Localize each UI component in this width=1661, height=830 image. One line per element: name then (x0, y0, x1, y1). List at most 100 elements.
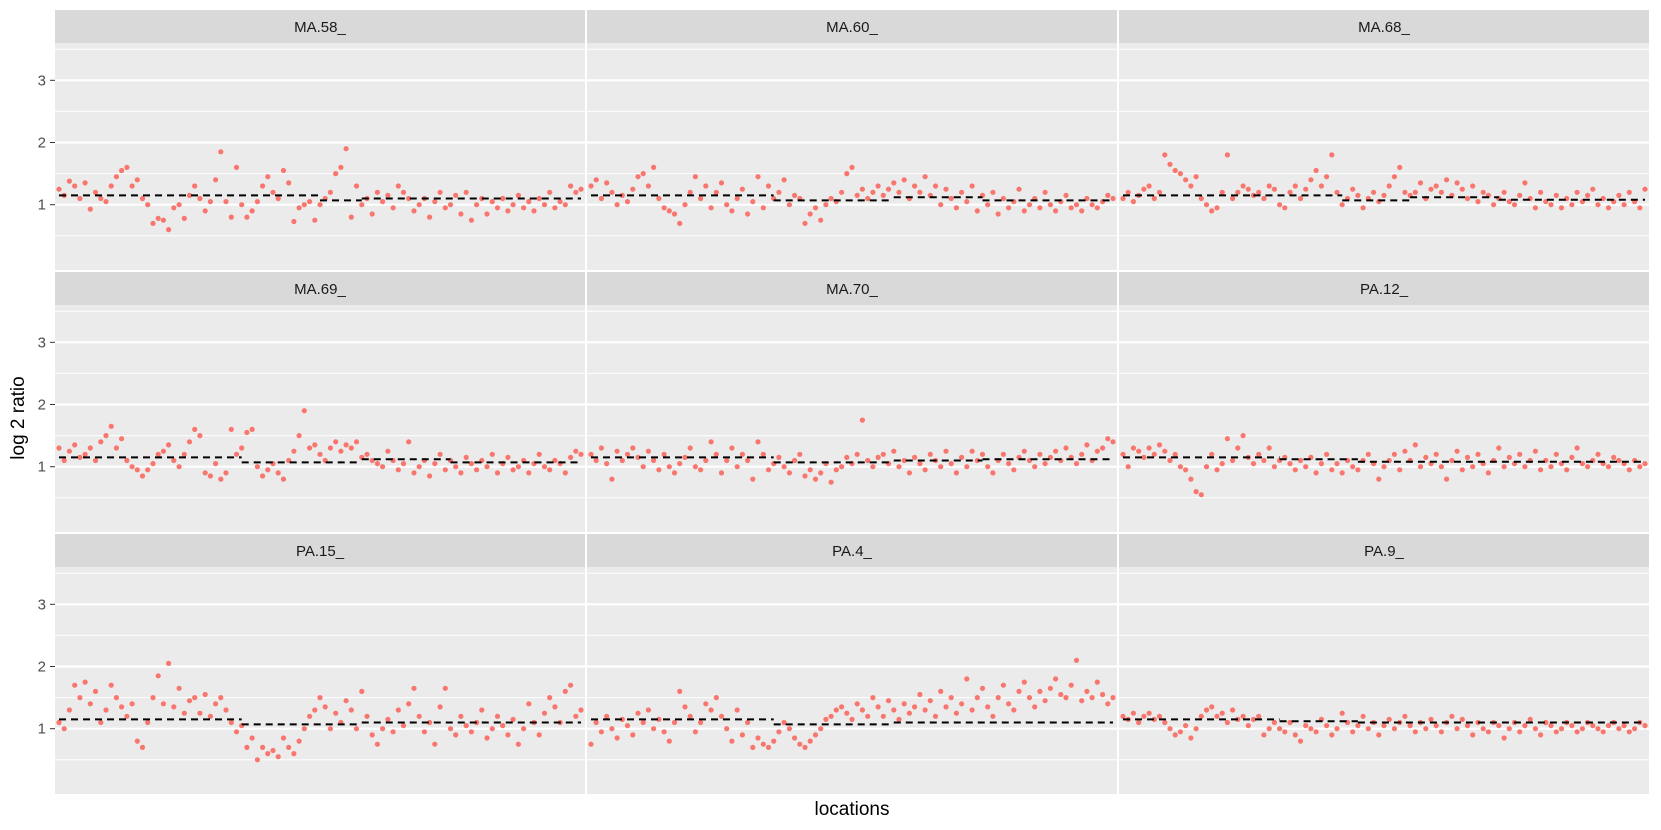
data-point (901, 457, 907, 464)
data-point (1079, 451, 1085, 457)
data-point (1188, 476, 1194, 482)
data-point (1156, 189, 1163, 195)
data-point (718, 470, 725, 476)
facet-strip (587, 10, 1117, 43)
data-point (891, 180, 897, 186)
data-point (948, 695, 954, 701)
data-point (270, 189, 276, 195)
data-point (160, 217, 166, 223)
data-point (333, 439, 339, 445)
data-point (1501, 735, 1507, 741)
data-point (1068, 682, 1074, 688)
data-point (510, 202, 516, 208)
data-point (1428, 186, 1434, 192)
data-point (103, 707, 109, 713)
data-point (776, 189, 782, 195)
data-point (671, 211, 678, 217)
data-point (333, 710, 339, 716)
data-point (573, 713, 579, 719)
data-point (656, 716, 662, 723)
data-point (1141, 713, 1147, 719)
data-point (917, 691, 923, 698)
data-point (192, 183, 198, 189)
data-point (1569, 202, 1575, 208)
data-point (802, 744, 808, 751)
facet-panel: MA.69_ (55, 272, 585, 532)
data-point (656, 467, 662, 473)
data-point (755, 439, 761, 445)
data-point (77, 454, 83, 460)
data-point (453, 732, 459, 738)
data-point (119, 167, 125, 174)
data-point (1011, 707, 1017, 713)
data-point (249, 735, 255, 741)
data-point (1271, 719, 1277, 726)
data-point (505, 732, 511, 738)
data-point (1188, 735, 1194, 741)
data-point (77, 695, 83, 701)
data-point (677, 461, 683, 467)
data-point (1209, 451, 1215, 457)
data-point (750, 199, 756, 205)
data-point (192, 695, 198, 701)
data-point (260, 744, 266, 751)
data-point (786, 202, 793, 208)
data-point (1214, 205, 1220, 211)
data-point (828, 713, 834, 719)
data-point (651, 457, 657, 464)
data-point (1006, 205, 1012, 211)
data-point (197, 433, 203, 439)
data-point (218, 695, 224, 701)
data-point (474, 202, 480, 208)
data-point (343, 146, 349, 152)
data-point (510, 467, 516, 473)
data-point (56, 719, 62, 726)
data-point (1605, 723, 1612, 729)
data-point (395, 183, 401, 189)
data-point (1600, 195, 1606, 202)
data-point (307, 199, 313, 205)
data-point (139, 744, 146, 751)
data-point (1136, 719, 1142, 726)
data-point (828, 479, 834, 485)
data-point (1616, 726, 1622, 732)
data-point (1063, 445, 1069, 451)
data-point (938, 202, 944, 208)
data-point (839, 464, 845, 470)
data-point (1376, 476, 1382, 482)
data-point (1464, 195, 1471, 202)
data-point (1282, 205, 1288, 211)
data-point (1501, 464, 1507, 470)
data-point (1172, 167, 1178, 174)
data-point (317, 695, 323, 701)
data-point (765, 183, 772, 189)
data-point (1417, 180, 1424, 186)
data-point (113, 174, 119, 180)
data-point (1146, 183, 1152, 189)
data-point (1016, 688, 1022, 695)
data-point (614, 735, 620, 741)
data-point (515, 192, 522, 198)
data-point (541, 464, 548, 470)
data-point (1417, 464, 1424, 470)
data-point (698, 719, 704, 726)
data-point (990, 713, 996, 719)
data-point (875, 183, 881, 189)
data-point (812, 205, 819, 211)
data-point (1193, 489, 1199, 495)
data-point (494, 205, 501, 211)
data-point (1037, 688, 1043, 695)
data-point (760, 205, 766, 211)
data-point (155, 451, 161, 457)
data-point (1224, 719, 1230, 726)
data-point (400, 189, 407, 195)
data-point (786, 470, 793, 476)
data-point (818, 470, 824, 476)
data-point (1517, 729, 1523, 735)
data-point (286, 744, 292, 751)
data-point (614, 448, 620, 454)
data-point (1105, 701, 1111, 707)
data-point (1068, 205, 1074, 211)
data-point (547, 695, 553, 701)
data-point (254, 199, 260, 205)
